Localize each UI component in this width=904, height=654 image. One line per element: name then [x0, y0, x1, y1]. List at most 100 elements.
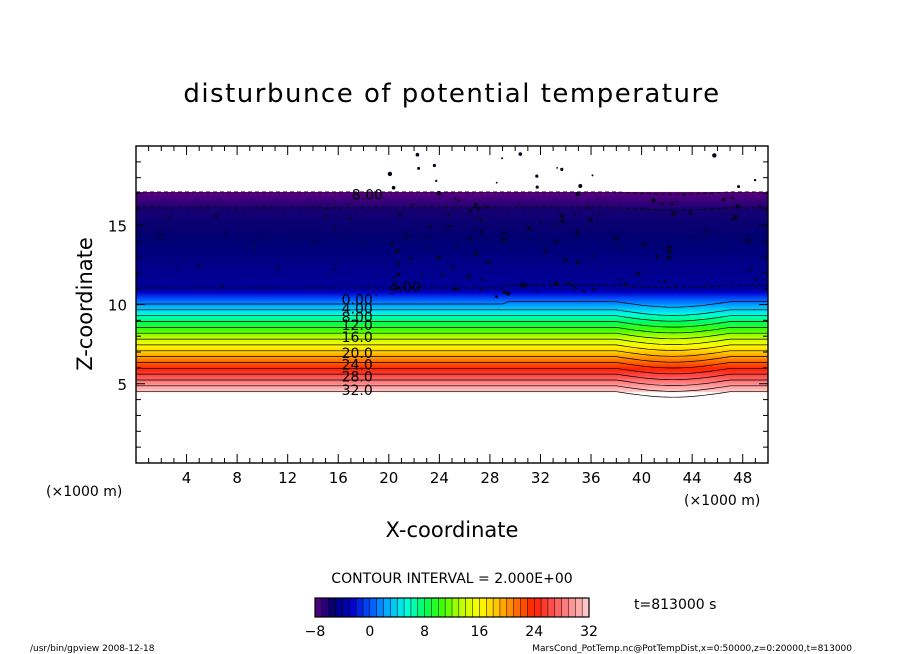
field-band: [136, 285, 768, 288]
x-tick-label: 40: [632, 469, 651, 487]
field-band: [136, 195, 768, 198]
field-band: [136, 280, 768, 283]
speck: [333, 267, 337, 270]
field-band: [136, 311, 768, 315]
field-band: [136, 340, 768, 343]
field-band: [136, 200, 768, 203]
field-band: [136, 378, 768, 381]
speck: [451, 265, 455, 269]
field-band: [136, 191, 768, 195]
speck: [347, 203, 350, 206]
field-band: [136, 300, 768, 303]
speck: [393, 276, 396, 279]
speck: [575, 230, 579, 234]
footer-right: MarsCond_PotTemp.nc@PotTempDist,x=0:5000…: [532, 644, 852, 654]
speck: [446, 224, 450, 228]
field-band: [136, 218, 768, 221]
speck: [573, 213, 576, 216]
colorbar-cell: [547, 597, 556, 618]
contour-line: [136, 367, 768, 375]
speck: [472, 230, 475, 232]
colorbar-tick-label: 16: [470, 624, 488, 640]
field-band: [136, 268, 768, 271]
contour-labels: 8.004.000.004.008.0012.016.020.024.028.0…: [342, 187, 421, 399]
x-tick-label: 16: [329, 469, 348, 487]
speck: [430, 247, 433, 250]
colorbar-cell: [472, 597, 480, 618]
speck: [683, 194, 686, 197]
contour-line: [136, 284, 768, 289]
speck: [435, 179, 438, 183]
speck: [553, 281, 559, 286]
field-band: [136, 356, 768, 359]
colorbar-cell: [417, 597, 426, 618]
speck: [396, 272, 400, 276]
x-tick-label: 36: [581, 469, 600, 487]
speck: [636, 272, 641, 276]
field-band: [136, 255, 768, 258]
speck: [197, 263, 201, 267]
speck: [432, 163, 436, 168]
colorbar-cell: [321, 597, 330, 618]
speck: [572, 285, 576, 289]
field-band: [136, 380, 768, 383]
speck: [390, 292, 393, 295]
speck: [454, 197, 457, 200]
speck: [518, 203, 521, 206]
speck: [674, 285, 678, 289]
contour-label: 24.0: [342, 358, 373, 374]
y-tick-label: 5: [117, 376, 127, 394]
field-band: [136, 323, 768, 326]
speck: [727, 212, 729, 215]
field-band: [136, 226, 768, 230]
speck: [746, 238, 751, 244]
speck: [457, 199, 460, 202]
speck: [598, 212, 601, 215]
field-band: [136, 353, 768, 356]
field-band: [136, 330, 768, 333]
speck: [474, 251, 479, 256]
speck: [348, 216, 352, 220]
field-band: [136, 321, 768, 325]
field-band: [136, 248, 768, 251]
speck: [479, 218, 483, 223]
field-band: [136, 275, 768, 278]
x-tick-label: 8: [232, 469, 242, 487]
speck: [502, 290, 506, 295]
chart-title: disturbunce of potential temperature: [183, 79, 720, 109]
colorbar-tick-label: −8: [305, 624, 326, 640]
speck: [158, 232, 162, 236]
speck: [591, 254, 594, 258]
colorbar-cell: [403, 597, 412, 618]
field-band: [136, 211, 768, 215]
field-band: [136, 246, 768, 250]
speck: [427, 236, 430, 239]
speck: [557, 240, 560, 243]
field-band: [136, 278, 768, 281]
speck: [494, 295, 498, 299]
x-tick-labels: 4 8 12 16 20 24 28 32 36 40 44 48: [182, 469, 752, 487]
speck: [398, 212, 402, 217]
contour-line: [136, 356, 768, 363]
field-band: [136, 375, 768, 378]
footer-left: /usr/bin/gpview 2008-12-18: [30, 644, 155, 654]
contour-label: 8.00: [352, 187, 383, 203]
speck: [453, 287, 458, 292]
field-band: [136, 256, 768, 260]
contour-lines: [136, 191, 768, 398]
contour-line: [136, 350, 768, 357]
colorbar-cell: [513, 597, 522, 618]
contour-label: 4.00: [390, 280, 421, 296]
speck: [500, 238, 506, 243]
speck: [553, 239, 558, 244]
speck: [712, 153, 717, 158]
field-band: [136, 368, 768, 371]
y-axis-title: Z-coordinate: [73, 237, 97, 371]
field-band: [136, 288, 768, 291]
speck: [666, 245, 672, 250]
field-band: [136, 293, 768, 296]
colorbar-cell: [438, 597, 446, 618]
colorbar-cell: [520, 597, 528, 618]
colorbar-cell: [451, 597, 460, 618]
speck: [591, 174, 594, 177]
